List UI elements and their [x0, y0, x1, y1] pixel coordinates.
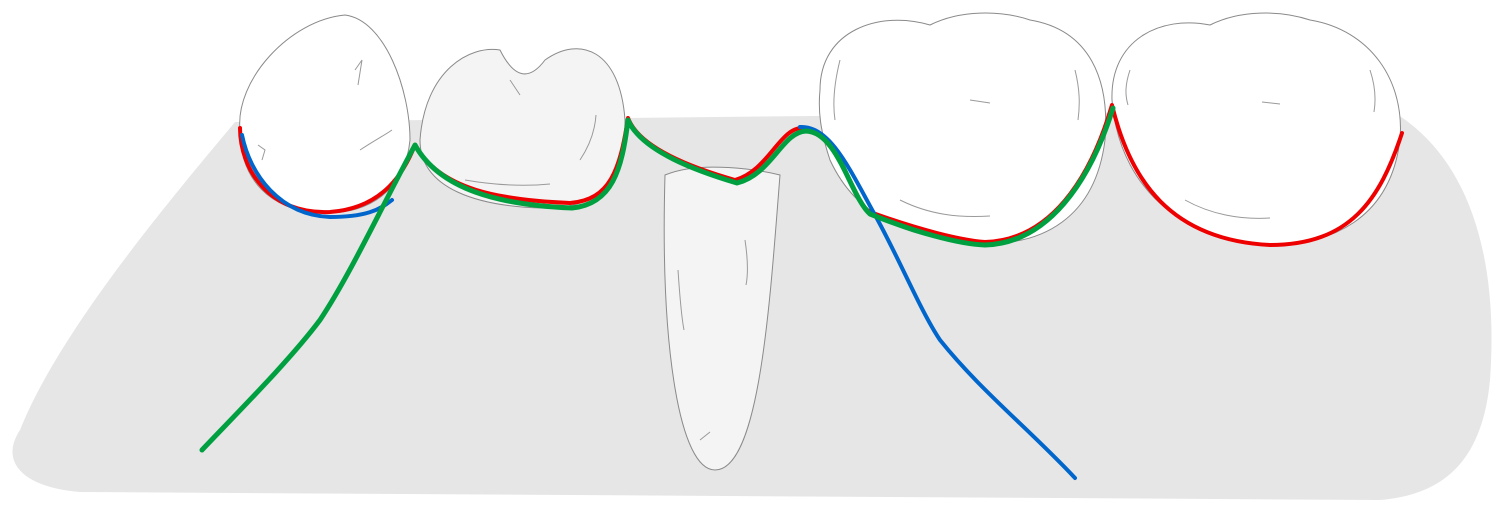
- blue-line: [798, 124, 1077, 480]
- blue-line: [240, 133, 394, 219]
- green-line: [199, 105, 1116, 453]
- tooth-detail: [1125, 69, 1376, 219]
- tooth-detail: [257, 59, 393, 161]
- tooth-4: [818, 12, 1107, 244]
- tooth-detail: [833, 59, 1080, 218]
- root-detail: [677, 239, 748, 441]
- tooth-detail: [464, 79, 597, 186]
- tooth-2: [419, 48, 626, 209]
